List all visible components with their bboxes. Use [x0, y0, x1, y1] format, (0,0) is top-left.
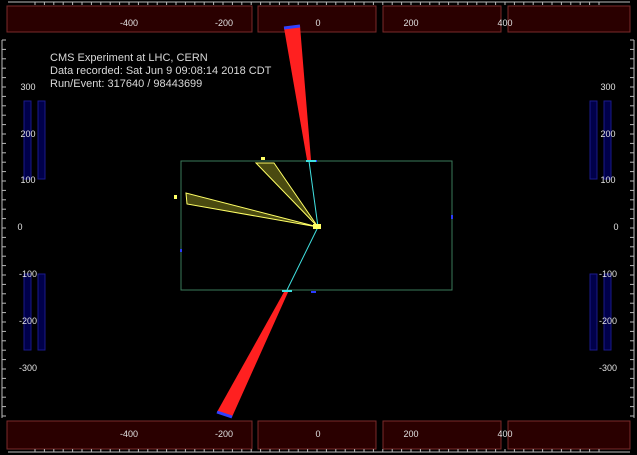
y-tick-label: 300 — [600, 82, 615, 92]
x-tick-labels-bottom: -400 -200 0 200 400 — [120, 429, 513, 439]
x-tick-label: 400 — [497, 429, 512, 439]
tower-cap — [216, 410, 233, 419]
endcap-block — [257, 5, 377, 33]
x-tick-label: 200 — [403, 429, 418, 439]
y-tick-label: -300 — [599, 363, 617, 373]
tracks — [282, 160, 319, 292]
x-tick-label: 0 — [315, 18, 320, 28]
x-tick-label: 400 — [497, 18, 512, 28]
x-tick-label: 0 — [315, 429, 320, 439]
muon-chamber — [23, 273, 32, 351]
x-tick-labels-top: -400 -200 0 200 400 — [120, 18, 513, 28]
endcap-block — [382, 420, 502, 450]
muon-chamber — [603, 273, 612, 351]
run-event-number: Run/Event: 317640 / 98443699 — [50, 78, 203, 90]
muon-chambers — [23, 100, 612, 351]
jet-hit — [174, 195, 177, 199]
calo-hit — [180, 249, 182, 252]
y-tick-label: 100 — [600, 175, 615, 185]
muon-chamber — [589, 273, 598, 351]
x-tick-label: -200 — [215, 429, 233, 439]
endcap-block — [257, 420, 377, 450]
muon-chamber — [37, 100, 46, 180]
event-info: CMS Experiment at LHC, CERN Data recorde… — [50, 52, 271, 91]
x-tick-label: 200 — [403, 18, 418, 28]
jet-hit — [261, 157, 265, 160]
y-tick-labels-right: 300 200 100 0 -100 -200 -300 — [599, 82, 619, 373]
x-tick-label: -400 — [120, 429, 138, 439]
endcap-top — [6, 5, 631, 33]
calo-hit — [311, 291, 316, 293]
x-tick-label: -200 — [215, 18, 233, 28]
y-tick-label: -100 — [599, 269, 617, 279]
endcap-block — [382, 5, 502, 33]
y-tick-label: -200 — [599, 316, 617, 326]
endcap-bottom — [6, 420, 631, 450]
muon-chamber — [37, 273, 46, 351]
experiment-label: CMS Experiment at LHC, CERN — [50, 52, 208, 64]
muon-chamber — [589, 100, 598, 180]
jet-cone — [185, 192, 319, 228]
energy-tower-bottom — [217, 290, 289, 417]
y-tick-label: 200 — [600, 129, 615, 139]
recorded-date: Data recorded: Sat Jun 9 09:08:14 2018 C… — [50, 65, 272, 77]
endcap-block — [507, 420, 631, 450]
jet-cone — [254, 162, 319, 228]
y-tick-label: 0 — [17, 222, 22, 232]
y-tick-label: 100 — [20, 175, 35, 185]
primary-vertex — [313, 224, 321, 229]
endcap-block — [6, 5, 253, 33]
muon-chamber — [23, 100, 32, 180]
y-tick-label: -100 — [19, 269, 37, 279]
tower-cap — [283, 24, 301, 30]
y-tick-label: 300 — [20, 82, 35, 92]
track — [286, 226, 319, 291]
muon-chamber — [603, 100, 612, 180]
energy-tower-top — [284, 26, 311, 160]
y-tick-label: -300 — [19, 363, 37, 373]
calo-hit — [451, 215, 453, 219]
track — [308, 160, 319, 228]
endcap-block — [507, 5, 631, 33]
y-tick-label: 200 — [20, 129, 35, 139]
y-tick-label: 0 — [613, 222, 618, 232]
x-tick-label: -400 — [120, 18, 138, 28]
y-tick-labels-left: 300 200 100 0 -100 -200 -300 — [17, 82, 37, 373]
y-tick-label: -200 — [19, 316, 37, 326]
